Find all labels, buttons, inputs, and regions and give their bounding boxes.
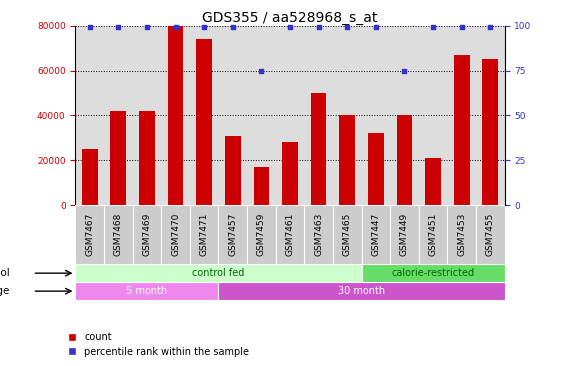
Bar xyxy=(476,205,505,264)
Bar xyxy=(483,59,498,205)
Point xyxy=(429,25,438,30)
Bar xyxy=(361,264,505,282)
Bar xyxy=(333,205,361,264)
Point xyxy=(485,25,495,30)
Bar xyxy=(75,264,361,282)
Bar xyxy=(247,205,276,264)
Bar xyxy=(311,93,327,205)
Bar xyxy=(168,26,183,205)
Text: GSM7451: GSM7451 xyxy=(429,213,437,257)
Point xyxy=(457,25,466,30)
Point xyxy=(142,25,151,30)
Text: GSM7468: GSM7468 xyxy=(114,213,123,257)
Point xyxy=(85,25,95,30)
Bar xyxy=(419,205,447,264)
Point xyxy=(228,25,237,30)
Bar xyxy=(253,167,269,205)
Bar xyxy=(139,111,155,205)
Text: control fed: control fed xyxy=(193,268,245,278)
Point xyxy=(314,25,323,30)
Bar xyxy=(133,205,161,264)
Text: GSM7447: GSM7447 xyxy=(371,213,380,257)
Point xyxy=(114,25,123,30)
Text: age: age xyxy=(0,286,10,296)
Point xyxy=(200,25,209,30)
Text: GSM7449: GSM7449 xyxy=(400,213,409,257)
Text: GSM7470: GSM7470 xyxy=(171,213,180,257)
Point xyxy=(285,25,295,30)
Point xyxy=(400,68,409,74)
Point xyxy=(171,25,180,30)
Bar xyxy=(304,205,333,264)
Bar xyxy=(190,205,219,264)
Bar xyxy=(75,282,219,300)
Bar xyxy=(390,205,419,264)
Text: calorie-restricted: calorie-restricted xyxy=(392,268,474,278)
Bar xyxy=(454,55,470,205)
Text: 5 month: 5 month xyxy=(126,286,168,296)
Text: GSM7457: GSM7457 xyxy=(229,213,237,257)
Point xyxy=(257,68,266,74)
Bar xyxy=(219,282,505,300)
Bar xyxy=(397,116,412,205)
Legend: count, percentile rank within the sample: count, percentile rank within the sample xyxy=(63,329,253,361)
Bar xyxy=(425,158,441,205)
Bar xyxy=(225,136,241,205)
Text: GSM7459: GSM7459 xyxy=(257,213,266,257)
Text: GSM7467: GSM7467 xyxy=(85,213,94,257)
Bar xyxy=(361,205,390,264)
Bar xyxy=(196,39,212,205)
Text: GSM7469: GSM7469 xyxy=(143,213,151,257)
Bar xyxy=(282,142,298,205)
Title: GDS355 / aa528968_s_at: GDS355 / aa528968_s_at xyxy=(202,11,378,25)
Bar xyxy=(75,205,104,264)
Text: GSM7461: GSM7461 xyxy=(285,213,295,257)
Bar xyxy=(82,149,97,205)
Bar xyxy=(447,205,476,264)
Text: GSM7463: GSM7463 xyxy=(314,213,323,257)
Text: GSM7471: GSM7471 xyxy=(200,213,209,257)
Text: GSM7455: GSM7455 xyxy=(486,213,495,257)
Text: protocol: protocol xyxy=(0,268,10,278)
Point xyxy=(343,25,352,30)
Text: 30 month: 30 month xyxy=(338,286,385,296)
Text: GSM7453: GSM7453 xyxy=(457,213,466,257)
Bar xyxy=(276,205,304,264)
Bar xyxy=(110,111,126,205)
Bar xyxy=(161,205,190,264)
Bar xyxy=(339,116,355,205)
Bar xyxy=(219,205,247,264)
Point xyxy=(371,25,380,30)
Bar xyxy=(104,205,133,264)
Bar xyxy=(368,134,384,205)
Text: GSM7465: GSM7465 xyxy=(343,213,351,257)
